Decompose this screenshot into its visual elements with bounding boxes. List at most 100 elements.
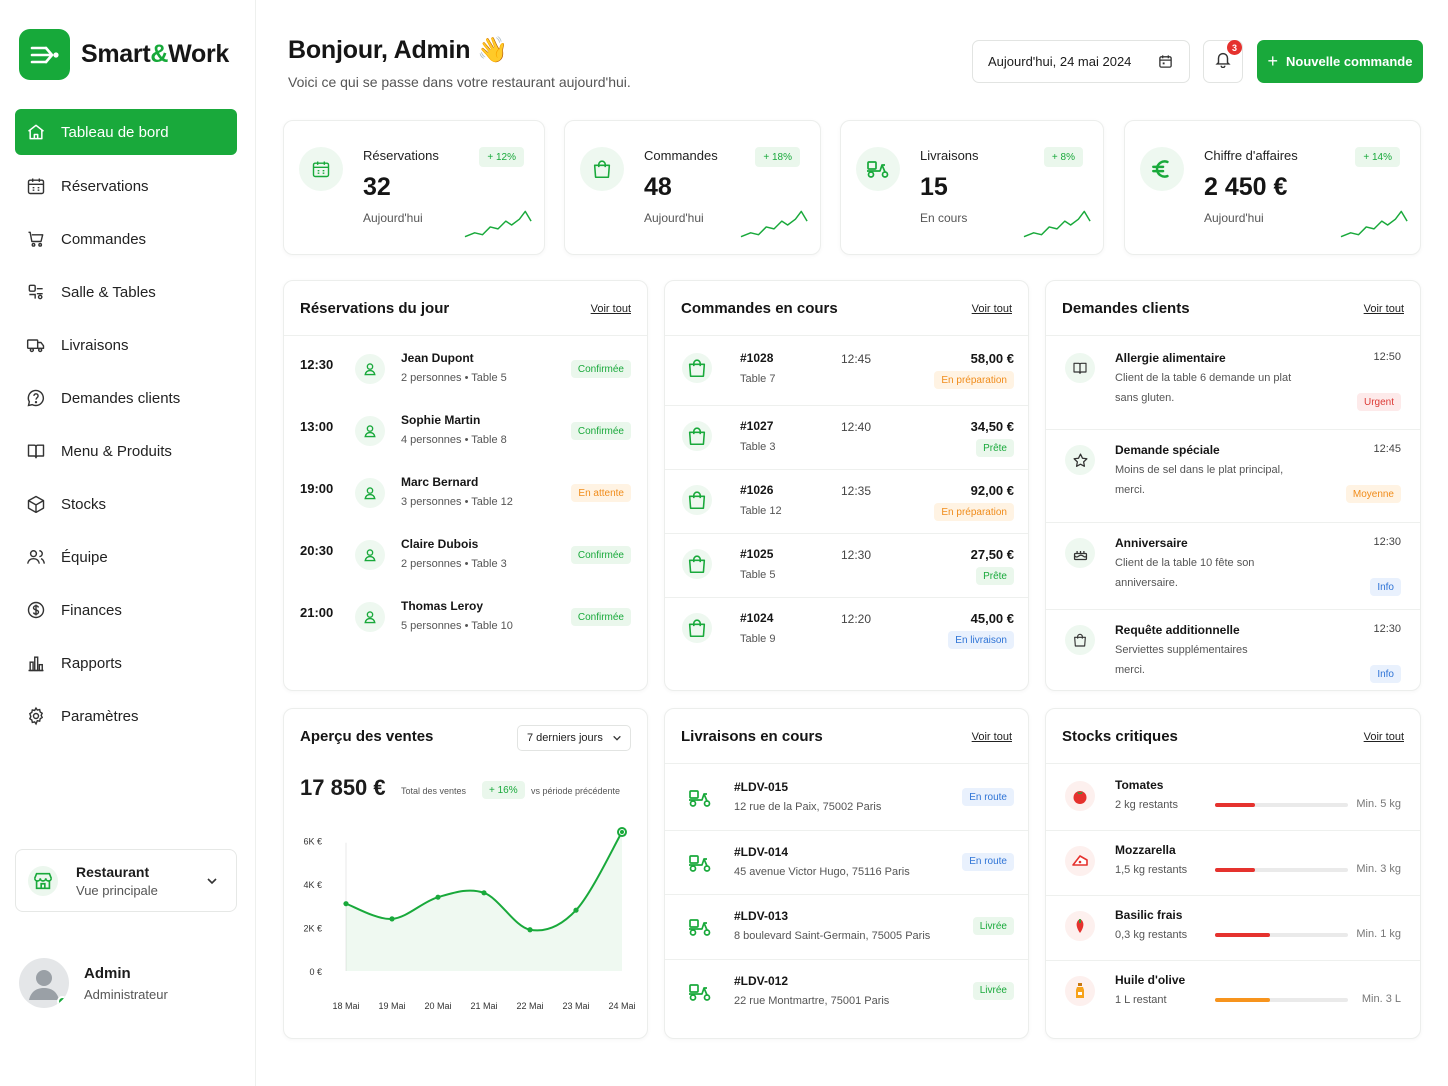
new-order-button[interactable]: + Nouvelle commande <box>1257 40 1423 83</box>
sidebar-nav: Tableau de bord Réservations Commandes Sall… <box>15 109 237 746</box>
delivery-row[interactable]: #LDV-014 45 avenue Victor Hugo, 75116 Par… <box>665 829 1028 894</box>
order-row[interactable]: #1028 Table 7 12:45 58,00 € En préparation <box>665 337 1028 401</box>
request-row[interactable]: Requête additionnelle Serviettes suppléme… <box>1046 609 1420 699</box>
sidebar-item-demandes-clients[interactable]: Demandes clients <box>15 375 237 421</box>
bag-icon <box>1065 625 1095 655</box>
sidebar-item-label: Menu & Produits <box>61 442 172 460</box>
sidebar-item-livraisons[interactable]: Livraisons <box>15 322 237 368</box>
stat-label: Commandes <box>644 148 718 163</box>
stat-card: Réservations 32 Aujourd'hui + 12% <box>283 120 545 255</box>
chevron-down-icon <box>612 733 622 746</box>
stock-minimum: Min. 3 kg <box>1356 863 1401 875</box>
order-row[interactable]: #1024 Table 9 12:20 45,00 € En livraison <box>665 597 1028 661</box>
cheese-icon <box>1065 846 1095 876</box>
stock-row[interactable]: Basilic frais 0,3 kg restants Min. 1 kg <box>1046 895 1420 959</box>
user-profile[interactable]: Admin Administrateur <box>19 958 168 1008</box>
user-role: Administrateur <box>84 986 168 1002</box>
stock-minimum: Min. 1 kg <box>1356 928 1401 940</box>
reservation-row[interactable]: 19:00 Marc Bernard 3 personnes • Table 12 E… <box>284 471 647 531</box>
bag-icon <box>682 353 712 383</box>
reservation-row[interactable]: 20:30 Claire Dubois 2 personnes • Table 3 C… <box>284 533 647 593</box>
stocks-see-all-link[interactable]: Voir tout <box>1363 731 1404 743</box>
truck-icon <box>25 334 47 356</box>
sidebar-item-salle-tables[interactable]: Salle & Tables <box>15 269 237 315</box>
bag-icon <box>682 549 712 579</box>
sidebar-item-label: Commandes <box>61 230 147 248</box>
restaurant-subtitle: Vue principale <box>76 882 158 898</box>
reservations-card: Réservations du jour Voir tout 12:30 Jean… <box>283 280 648 691</box>
sidebar-item-equipe[interactable]: Équipe <box>15 534 237 580</box>
period-select[interactable]: 7 derniers jours <box>517 725 631 751</box>
restaurant-switcher[interactable]: Restaurant Vue principale <box>15 849 237 912</box>
bag-icon <box>682 421 712 451</box>
scooter-icon <box>685 912 715 942</box>
period-label: 7 derniers jours <box>527 732 603 744</box>
logo[interactable]: Smart&Work <box>19 29 229 80</box>
sales-card: Aperçu des ventes 7 derniers jours 17 85… <box>283 708 648 1039</box>
stat-delta-badge: + 12% <box>479 147 524 167</box>
delivery-row[interactable]: #LDV-015 12 rue de la Paix, 75002 Paris En… <box>665 765 1028 829</box>
request-row[interactable]: Allergie alimentaire Client de la table 6… <box>1046 337 1420 427</box>
sidebar-item-menu-produits[interactable]: Menu & Produits <box>15 428 237 474</box>
chevron-down-icon <box>206 874 218 892</box>
orders-see-all-link[interactable]: Voir tout <box>971 303 1012 315</box>
order-row[interactable]: #1026 Table 12 12:35 92,00 € En préparation <box>665 469 1028 533</box>
stock-row[interactable]: Huile d'olive 1 L restant Min. 3 L <box>1046 960 1420 1024</box>
online-indicator <box>57 996 68 1007</box>
reservation-row[interactable]: 21:00 Thomas Leroy 5 personnes • Table 10 C… <box>284 595 647 655</box>
order-id: #1026 <box>740 483 774 497</box>
delivery-id: #LDV-012 <box>734 973 789 988</box>
divider <box>1046 895 1420 896</box>
requests-see-all-link[interactable]: Voir tout <box>1363 303 1404 315</box>
cart-icon <box>25 228 47 250</box>
sales-point <box>343 901 349 907</box>
date-picker[interactable]: Aujourd'hui, 24 mai 2024 <box>972 40 1190 83</box>
request-time: 12:30 <box>1373 536 1401 548</box>
request-row[interactable]: Anniversaire Client de la table 10 fête s… <box>1046 522 1420 612</box>
delivery-row[interactable]: #LDV-012 22 rue Montmartre, 75001 Paris Li… <box>665 958 1028 1023</box>
sidebar-item-parametres[interactable]: Paramètres <box>15 693 237 739</box>
requests-card: Demandes clients Voir tout Allergie alim… <box>1045 280 1421 691</box>
calendar-icon <box>1158 54 1173 72</box>
sidebar-item-rapports[interactable]: Rapports <box>15 640 237 686</box>
order-row[interactable]: #1027 Table 3 12:40 34,50 € Prête <box>665 405 1028 469</box>
sidebar-item-commandes[interactable]: Commandes <box>15 216 237 262</box>
priority-badge: Urgent <box>1356 393 1401 411</box>
reservation-row[interactable]: 13:00 Sophie Martin 4 personnes • Table 8 C… <box>284 409 647 469</box>
order-table: Table 5 <box>740 569 776 581</box>
person-icon <box>355 416 385 446</box>
order-time: 12:40 <box>841 420 872 434</box>
status-badge: Confirmée <box>570 422 631 440</box>
request-row[interactable]: Demande spéciale Moins de sel dans le pla… <box>1046 429 1420 519</box>
request-text: sans gluten. <box>1115 392 1175 404</box>
sidebar-item-finances[interactable]: Finances <box>15 587 237 633</box>
order-row[interactable]: #1025 Table 5 12:30 27,50 € Prête <box>665 533 1028 597</box>
divider <box>665 763 1028 764</box>
request-text: anniversaire. <box>1115 577 1178 589</box>
sidebar-item-reservations[interactable]: Réservations <box>15 163 237 209</box>
divider <box>665 597 1028 598</box>
scooter-icon <box>685 848 715 878</box>
sparkline <box>1340 209 1410 246</box>
sales-total-label: Total des ventes <box>401 786 467 796</box>
restaurant-title: Restaurant <box>76 863 150 880</box>
order-table: Table 3 <box>740 441 776 453</box>
order-table: Table 12 <box>740 505 782 517</box>
stock-row[interactable]: Mozzarella 1,5 kg restants Min. 3 kg <box>1046 830 1420 894</box>
new-order-label: Nouvelle commande <box>1286 54 1413 69</box>
sidebar-item-tableau-de-bord[interactable]: Tableau de bord <box>15 109 237 155</box>
stock-row[interactable]: Tomates 2 kg restants Min. 5 kg <box>1046 765 1420 829</box>
sidebar-item-stocks[interactable]: Stocks <box>15 481 237 527</box>
sales-area <box>346 832 622 971</box>
stock-name: Mozzarella <box>1115 843 1176 857</box>
reservation-row[interactable]: 12:30 Jean Dupont 2 personnes • Table 5 Con… <box>284 347 647 407</box>
reservations-see-all-link[interactable]: Voir tout <box>590 303 631 315</box>
status-badge: En route <box>962 788 1014 806</box>
notifications-button[interactable]: 3 <box>1203 40 1243 83</box>
book-icon <box>25 440 47 462</box>
deliveries-see-all-link[interactable]: Voir tout <box>971 731 1012 743</box>
tomato-icon <box>1065 781 1095 811</box>
reservation-time: 20:30 <box>300 543 334 558</box>
delivery-row[interactable]: #LDV-013 8 boulevard Saint-Germain, 75005… <box>665 894 1028 958</box>
avatar <box>19 958 69 1008</box>
